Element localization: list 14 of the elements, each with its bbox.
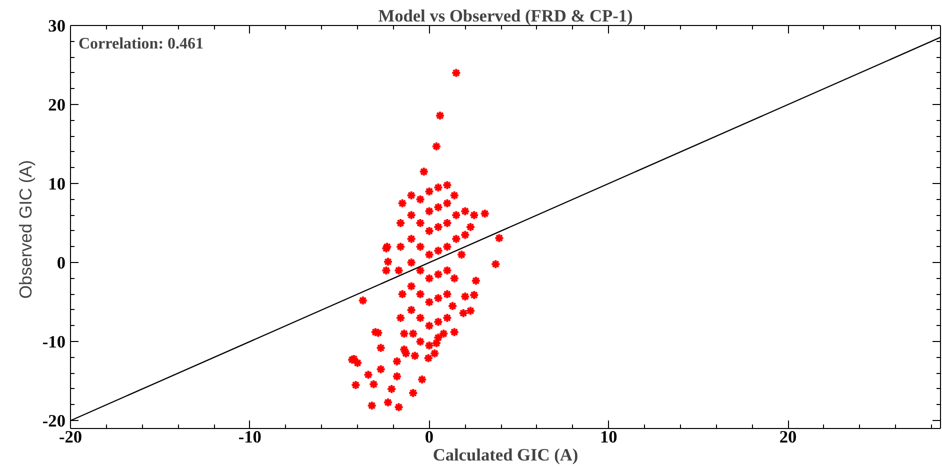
- y-tick-label: 20: [48, 96, 66, 115]
- y-tick-label: 10: [48, 174, 66, 194]
- x-tick-label: 20: [779, 428, 797, 446]
- y-tick-label: 30: [48, 16, 66, 36]
- x-tick-label: -10: [238, 428, 262, 446]
- y-tick-label: 0: [56, 254, 66, 273]
- y-tick-label: -20: [42, 412, 66, 431]
- chart-title: Model vs Observed (FRD & CP-1): [378, 6, 634, 26]
- x-axis-title: Calculated GIC (A): [432, 446, 578, 464]
- y-axis-title: Observed GIC (A): [15, 160, 36, 299]
- y-tick-label: -10: [42, 332, 66, 352]
- x-tick-label: 10: [600, 428, 618, 446]
- x-tick-label: 0: [424, 428, 434, 446]
- annotation: Correlation: 0.461: [78, 36, 204, 52]
